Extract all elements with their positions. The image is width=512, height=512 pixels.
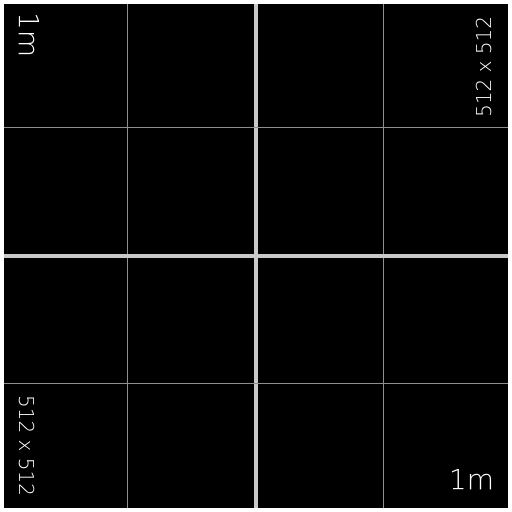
scale-label-bottom-right: 1m [448, 463, 494, 496]
size-label-top-right: 512 x 512 [472, 16, 496, 117]
size-label-bottom-left: 512 x 512 [14, 395, 38, 496]
scale-label-top-left: 1m [12, 12, 45, 58]
grid-frame: 1m 512 x 512 512 x 512 1m [4, 4, 508, 508]
grid-line-horizontal-1 [4, 127, 508, 128]
grid-line-horizontal-3 [4, 383, 508, 384]
grid-line-horizontal-center [4, 254, 508, 258]
